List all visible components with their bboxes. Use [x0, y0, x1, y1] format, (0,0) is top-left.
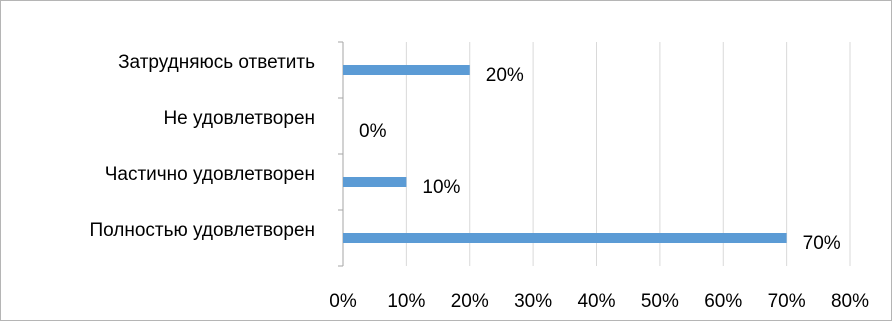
bar-1 [343, 177, 407, 187]
data-label-0: 70% [803, 233, 841, 254]
data-label-1: 10% [422, 177, 460, 198]
x-tick-label-4: 40% [577, 291, 615, 312]
category-labels: Полностью удовлетворен Частично удовлетво… [89, 52, 315, 241]
category-label-2: Не удовлетворен [163, 108, 315, 129]
x-tick-label-8: 80% [831, 291, 869, 312]
category-label-1: Частично удовлетворен [105, 164, 315, 185]
x-tick-label-0: 0% [329, 291, 357, 312]
data-label-3: 20% [486, 65, 524, 86]
x-tick-label-3: 30% [514, 291, 552, 312]
x-tick-labels: 0% 10% 20% 30% 40% 50% 60% 70% 80% [329, 291, 869, 312]
x-tick-label-7: 70% [768, 291, 806, 312]
bar-3 [343, 65, 470, 75]
category-label-3: Затрудняюсь ответить [118, 52, 315, 73]
gridlines [405, 42, 851, 266]
bar-0 [343, 233, 787, 243]
bars [343, 65, 787, 243]
category-axis [338, 41, 344, 267]
x-tick-label-2: 20% [451, 291, 489, 312]
category-label-0: Полностью удовлетворен [89, 220, 315, 241]
x-tick-label-5: 50% [641, 291, 679, 312]
x-tick-label-6: 60% [704, 291, 742, 312]
x-tick-label-1: 10% [387, 291, 425, 312]
data-labels: 70% 10% 0% 20% [359, 65, 841, 254]
data-label-2: 0% [359, 121, 387, 142]
